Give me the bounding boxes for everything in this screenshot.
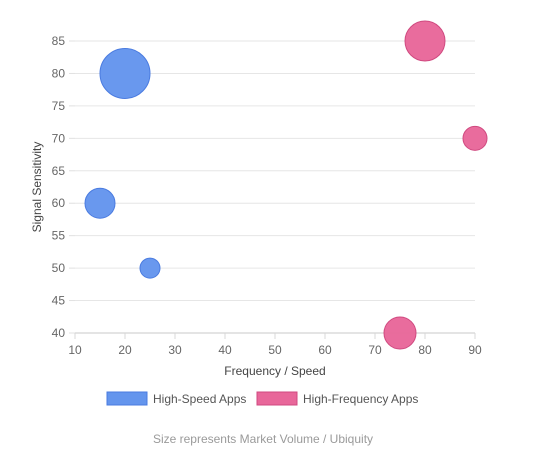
x-tick-label: 50 — [268, 343, 282, 357]
legend-label-high-frequency-apps[interactable]: High-Frequency Apps — [303, 392, 418, 406]
y-tick-label: 80 — [52, 66, 66, 80]
y-tick-label: 70 — [52, 131, 66, 145]
y-axis-title: Signal Sensitivity — [30, 142, 44, 233]
x-tick-label: 90 — [468, 343, 482, 357]
x-tick-label: 10 — [68, 343, 82, 357]
bubble-high-speed-apps[interactable] — [99, 47, 151, 99]
x-tick-label: 30 — [168, 343, 182, 357]
y-tick-label: 55 — [52, 229, 66, 243]
legend-label-high-speed-apps[interactable]: High-Speed Apps — [153, 392, 246, 406]
y-tick-label: 40 — [52, 326, 66, 340]
grid-lines — [69, 40, 476, 339]
bubble-high-frequency-apps[interactable] — [462, 125, 488, 151]
chart-footnote: Size represents Market Volume / Ubiquity — [153, 432, 373, 446]
bubble-high-speed-apps[interactable] — [139, 257, 161, 279]
x-tick-label: 20 — [118, 343, 132, 357]
y-axis-ticks: 40 45 50 55 60 65 70 75 80 85 — [52, 34, 66, 340]
bubble-high-frequency-apps[interactable] — [383, 316, 417, 350]
bubble-high-speed-apps[interactable] — [84, 187, 116, 219]
x-axis-ticks: 10 20 30 40 50 60 70 80 90 — [68, 343, 482, 357]
x-axis-title: Frequency / Speed — [224, 364, 325, 378]
x-tick-label: 40 — [218, 343, 232, 357]
y-tick-label: 85 — [52, 34, 66, 48]
y-tick-label: 50 — [52, 261, 66, 275]
x-tick-label: 60 — [318, 343, 332, 357]
y-tick-label: 60 — [52, 196, 66, 210]
x-tick-label: 80 — [418, 343, 432, 357]
y-tick-label: 75 — [52, 99, 66, 113]
bubbles — [84, 20, 488, 350]
bubble-high-frequency-apps[interactable] — [404, 20, 446, 62]
legend-swatch-high-frequency-apps[interactable] — [256, 391, 298, 406]
x-tick-label: 70 — [368, 343, 382, 357]
legend: High-Speed Apps High-Frequency Apps — [106, 391, 418, 406]
y-tick-label: 65 — [52, 164, 66, 178]
y-tick-label: 45 — [52, 294, 66, 308]
legend-swatch-high-speed-apps[interactable] — [106, 391, 148, 406]
